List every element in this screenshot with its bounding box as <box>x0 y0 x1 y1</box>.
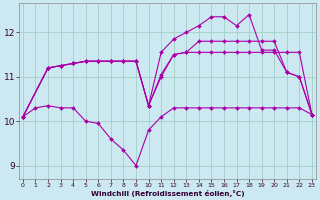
X-axis label: Windchill (Refroidissement éolien,°C): Windchill (Refroidissement éolien,°C) <box>91 190 244 197</box>
